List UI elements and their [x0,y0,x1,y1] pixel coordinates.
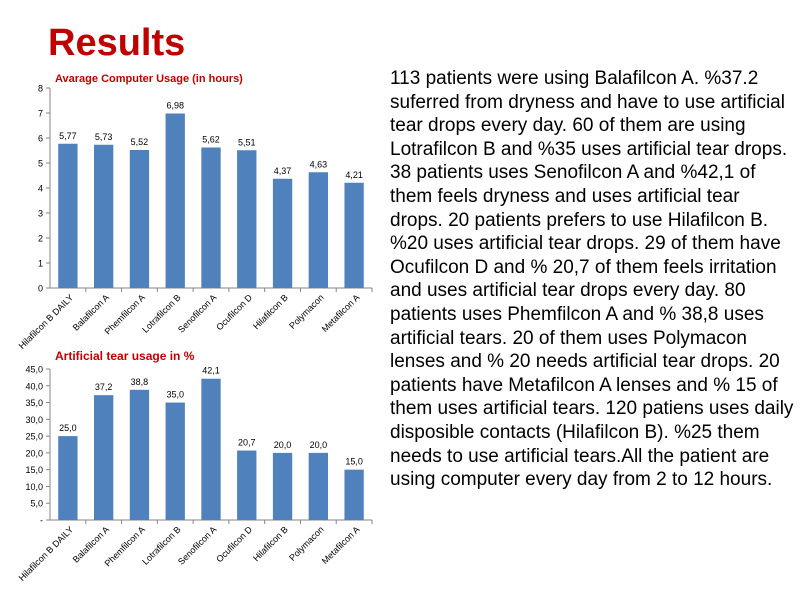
y-tick-label: 5 [38,159,43,169]
chart-title: Artificial tear usage in % [55,349,195,363]
y-tick-label: 20,0 [25,448,43,458]
y-tick-label: 4 [38,184,43,194]
y-tick-label: 8 [38,84,43,94]
y-tick-label: 15,0 [25,465,43,475]
data-label: 20,0 [274,440,292,450]
bar [129,389,150,520]
bar [94,395,114,520]
category-label: Polymacon [287,524,326,563]
bar [237,450,257,520]
results-paragraph: 113 patients were using Balafilcon A. %3… [390,68,794,491]
y-tick-label: 45,0 [25,365,43,375]
data-label: 4,63 [310,159,328,169]
category-label: Hilafilcon B [251,292,290,331]
y-tick-label: 6 [38,134,43,144]
bar [272,178,293,288]
data-label: 5,51 [238,137,256,147]
bar [165,402,185,520]
y-tick-label: 40,0 [25,381,43,391]
bar [272,452,293,520]
data-label: 6,98 [166,101,184,111]
data-label: 4,37 [274,166,292,176]
category-label: Metafilcon A [320,524,362,566]
bar [129,150,150,288]
bar [201,378,221,520]
data-label: 5,52 [131,137,149,147]
bar [344,469,364,520]
data-label: 20,0 [310,440,328,450]
y-tick-label: 10,0 [25,482,43,492]
data-label: 5,77 [59,131,77,141]
chart-title: Avarage Computer Usage (in hours) [55,73,243,85]
data-label: 35,0 [166,390,184,400]
category-label: Metafilcon A [320,292,362,334]
category-label: Hilafilcon B [251,524,290,563]
data-label: 15,0 [345,457,363,467]
data-label: 37,2 [95,382,113,392]
bar [94,144,114,288]
bar [58,143,78,288]
data-label: 25,0 [59,423,77,433]
bar [201,147,221,288]
y-tick-label: 2 [38,234,43,244]
category-label: Senofilcon A [176,524,218,566]
category-label: Senofilcon A [176,292,218,334]
plot-area: - 5,0 10,0 15,0 20,0 25,0 30,0 35,0 40,0 45,0 25,0… [17,365,373,583]
y-tick-label: - [40,516,43,526]
y-tick-label: 35,0 [25,398,43,408]
data-label: 5,62 [202,135,220,145]
bar [58,436,78,520]
y-tick-label: 7 [38,109,43,119]
data-label: 4,21 [345,170,363,180]
data-label: 38,8 [131,377,149,387]
bar [237,150,257,288]
slide-title: Results [48,22,186,64]
tear-usage-chart: Artificial tear usage in % - 5,0 10,0 15,0 2… [17,349,373,583]
category-label: Hilafilcon B DAILY [17,524,76,583]
y-tick-label: 0 [38,284,43,294]
bar [344,182,364,288]
data-label: 5,73 [95,132,113,142]
category-label: Ocufilcon D [214,524,254,564]
data-label: 20,7 [238,438,256,448]
category-label: Polymacon [287,292,326,331]
bar [308,172,328,288]
bar [308,452,328,520]
y-tick-label: 1 [38,259,43,269]
y-tick-label: 5,0 [30,499,43,509]
computer-usage-chart: Avarage Computer Usage (in hours) 0 1 2 3 4 5… [17,73,373,351]
y-tick-label: 3 [38,209,43,219]
category-label: Ocufilcon D [214,292,254,332]
category-label: Hilafilcon B DAILY [17,292,76,351]
y-tick-label: 25,0 [25,432,43,442]
bar [165,113,185,288]
y-tick-label: 30,0 [25,415,43,425]
data-label: 42,1 [202,366,220,376]
